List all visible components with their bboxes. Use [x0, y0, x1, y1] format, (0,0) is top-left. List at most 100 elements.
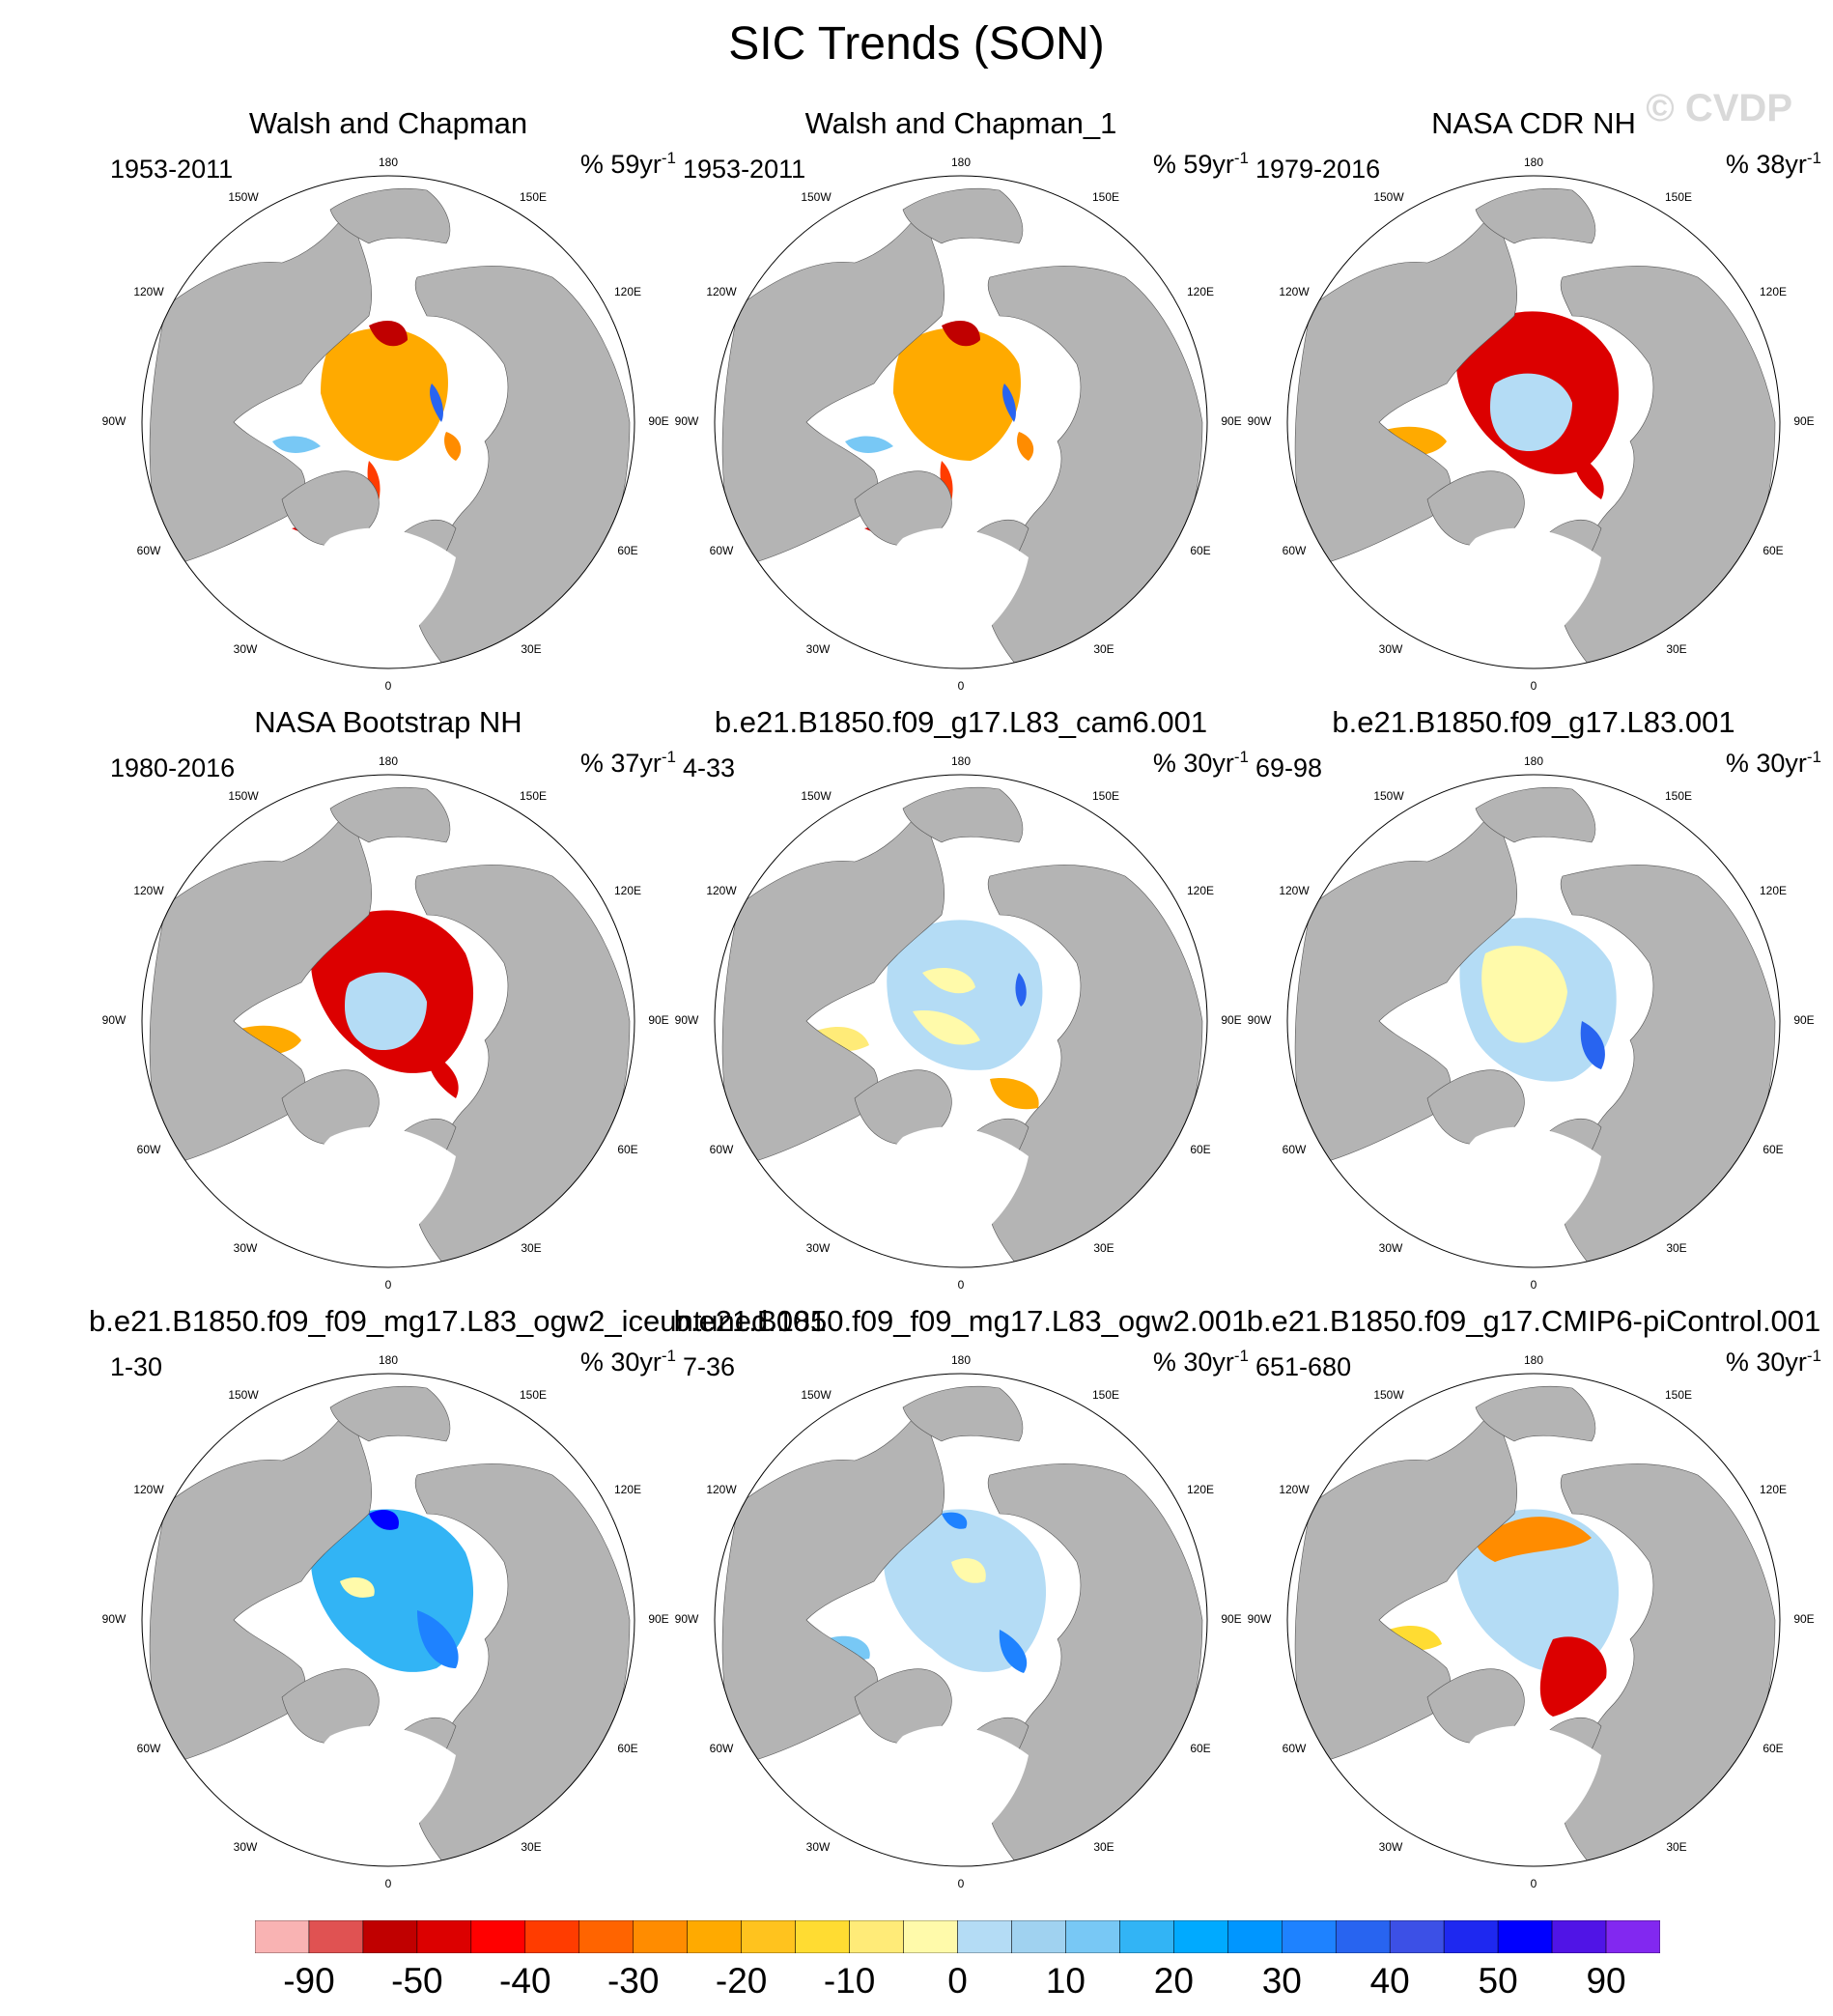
colorbar-label: -40: [499, 1961, 551, 2001]
longitude-label: 30E: [521, 642, 541, 656]
polar-map: 180 150W 150E 120W 120E 90W 90E 60W 60E 30W 30E 0: [675, 1353, 1242, 1890]
colorbar-swatch: [1551, 1920, 1607, 1953]
colorbar-swatch: [308, 1920, 364, 1953]
land-mass: [854, 470, 952, 547]
panel-period: 69-98: [1255, 753, 1323, 782]
colorbar-label: 0: [947, 1961, 968, 2001]
longitude-label: 120W: [706, 1483, 737, 1496]
colorbar-swatch: [1605, 1920, 1660, 1953]
longitude-label: 90W: [102, 414, 127, 428]
longitude-label: 0: [1531, 1278, 1537, 1292]
trend-contour: [427, 1050, 459, 1098]
longitude-label: 0: [958, 1877, 965, 1890]
longitude-label: 120W: [706, 285, 737, 298]
map-boundary: [714, 175, 1208, 669]
colorbar-swatch: [849, 1920, 904, 1953]
trend-contour: [884, 1509, 1047, 1672]
longitude-label: 90W: [102, 1612, 127, 1626]
longitude-label: 90E: [648, 1612, 668, 1626]
panel-period: 651-680: [1255, 1352, 1352, 1381]
map-boundary: [714, 774, 1208, 1268]
longitude-label: 90W: [675, 1013, 699, 1027]
longitude-label: 180: [379, 754, 398, 768]
longitude-label: 60E: [1190, 1742, 1210, 1755]
longitude-label: 30W: [806, 642, 831, 656]
trend-contour: [1015, 973, 1027, 1007]
land-mass: [987, 1463, 1203, 1866]
colorbar-swatch: [1119, 1920, 1174, 1953]
colorbar-label: 90: [1586, 1961, 1626, 2001]
open-ocean: [1456, 1725, 1601, 1857]
longitude-label: 120E: [1187, 884, 1214, 897]
trend-contour: [893, 327, 1021, 461]
longitude-label: 180: [1524, 156, 1543, 169]
panel-title: NASA Bootstrap NH: [254, 705, 522, 739]
map-boundary: [141, 1373, 635, 1867]
longitude-label: 150E: [1092, 789, 1119, 803]
colorbar-swatch: [795, 1920, 850, 1953]
polar-map: 180 150W 150E 120W 120E 90W 90E 60W 60E 30W 30E 0: [1248, 1353, 1815, 1890]
colorbar-swatch: [1282, 1920, 1337, 1953]
land-mass: [1475, 187, 1596, 244]
colorbar-swatch: [1065, 1920, 1120, 1953]
longitude-label: 30E: [521, 1840, 541, 1854]
trend-contour: [990, 1078, 1039, 1110]
land-mass: [902, 187, 1024, 244]
colorbar-swatch: [957, 1920, 1012, 1953]
trend-contour: [345, 972, 427, 1050]
longitude-label: 60E: [1190, 544, 1210, 557]
longitude-label: 90W: [1248, 414, 1272, 428]
polar-map: 180 150W 150E 120W 120E 90W 90E 60W 60E 30W 30E 0: [102, 1353, 669, 1890]
land-mass: [902, 1385, 1024, 1442]
colorbar-swatch: [1497, 1920, 1553, 1953]
polar-map: 180 150W 150E 120W 120E 90W 90E 60W 60E 30W 30E 0: [102, 754, 669, 1292]
trend-contour: [1481, 946, 1567, 1043]
colorbar-label: -30: [606, 1961, 660, 2001]
map-panel: 180 150W 150E 120W 120E 90W 90E 60W 60E 30W 30E 0 NA…: [1234, 106, 1833, 705]
longitude-label: 120E: [614, 285, 641, 298]
trend-contour: [1002, 383, 1016, 422]
colorbar-label: 30: [1261, 1961, 1302, 2001]
trend-contour: [1580, 1021, 1605, 1069]
longitude-label: 150W: [801, 1388, 832, 1402]
colorbar-label: 10: [1045, 1961, 1086, 2001]
colorbar-swatch: [578, 1920, 634, 1953]
trend-contour: [272, 436, 321, 453]
panel-period: 1980-2016: [110, 753, 236, 782]
panel-units: % 30yr-1: [1152, 1347, 1249, 1377]
longitude-label: 60W: [710, 1143, 734, 1156]
longitude-label: 30E: [521, 1241, 541, 1255]
land-mass: [1426, 1668, 1525, 1745]
land-mass: [414, 865, 631, 1267]
panel-period: 1979-2016: [1255, 155, 1381, 184]
longitude-label: 150W: [228, 1388, 259, 1402]
panel-title: b.e21.B1850.f09_f09_mg17.L83_ogw2.001: [673, 1304, 1249, 1338]
longitude-label: 90E: [1221, 1013, 1241, 1027]
trend-contour: [1572, 451, 1604, 499]
longitude-label: 30W: [1379, 642, 1403, 656]
polar-map: 180 150W 150E 120W 120E 90W 90E 60W 60E 30W 30E 0: [1248, 156, 1815, 693]
longitude-label: 180: [951, 1353, 971, 1367]
map-panel: 180 150W 150E 120W 120E 90W 90E 60W 60E 30W 30E 0 b.…: [1234, 1304, 1833, 1903]
land-mass: [281, 1069, 380, 1146]
longitude-label: 120W: [133, 285, 164, 298]
panel-period: 4-33: [683, 753, 736, 782]
colorbar-swatch: [1443, 1920, 1499, 1953]
panel-period: 1953-2011: [683, 155, 806, 184]
longitude-label: 30W: [1379, 1241, 1403, 1255]
longitude-label: 90E: [1793, 1612, 1814, 1626]
open-ocean: [311, 1126, 456, 1258]
panel-title: Walsh and Chapman_1: [804, 106, 1117, 140]
longitude-label: 180: [951, 156, 971, 169]
map-panel: 180 150W 150E 120W 120E 90W 90E 60W 60E 30W 30E 0 NA…: [89, 705, 688, 1304]
longitude-label: 0: [1531, 1877, 1537, 1890]
land-mass: [414, 1463, 631, 1866]
longitude-label: 180: [1524, 754, 1543, 768]
longitude-label: 120W: [706, 884, 737, 897]
panel-title: b.e21.B1850.f09_f09_mg17.L83_ogw2_iceunt…: [89, 1304, 827, 1338]
longitude-label: 120E: [1187, 285, 1214, 298]
trend-contour: [1476, 1517, 1592, 1562]
trend-contour: [1490, 373, 1572, 451]
panel-period: 1953-2011: [110, 155, 234, 184]
longitude-label: 180: [1524, 1353, 1543, 1367]
